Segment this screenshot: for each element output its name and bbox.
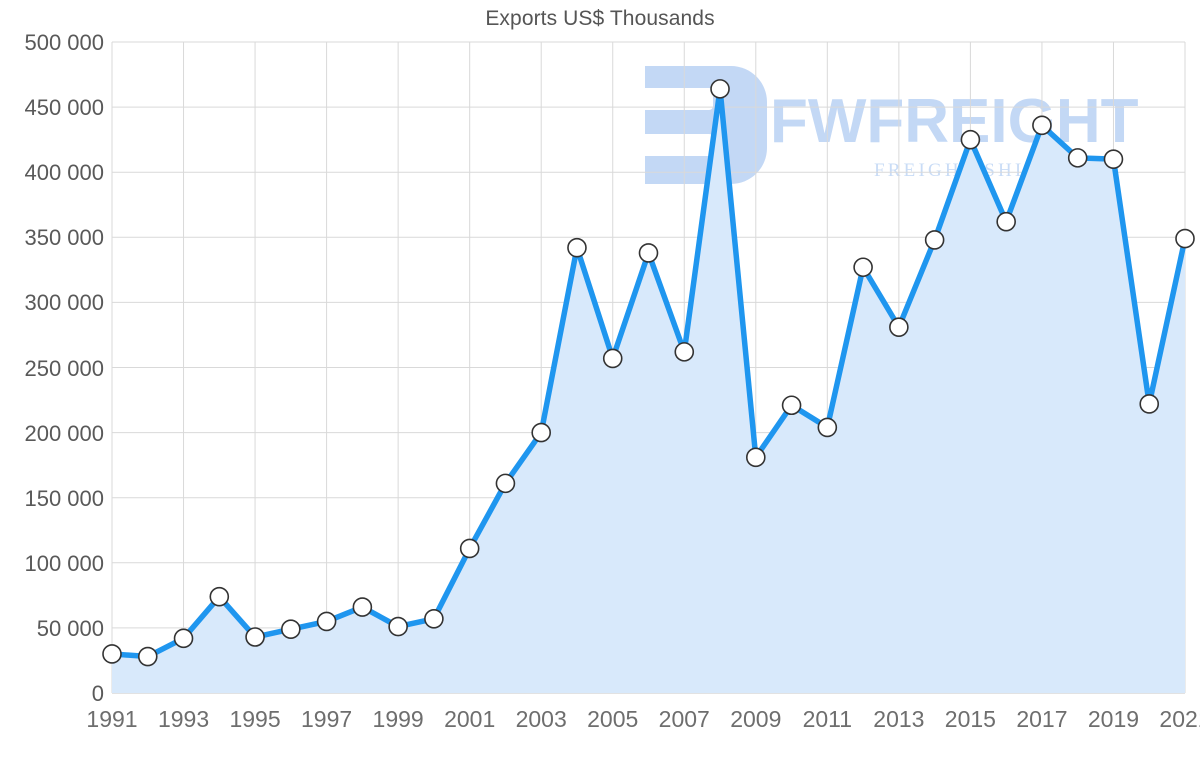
y-axis-tick-label: 400 000 [24, 160, 104, 186]
y-axis-tick-label: 300 000 [24, 290, 104, 316]
data-point-marker[interactable]: 2005: 257000 [602, 348, 623, 369]
data-point-marker[interactable]: 2010: 221000 [781, 395, 802, 416]
x-axis-tick-label: 1991 [86, 706, 138, 732]
area-fill [112, 88, 1185, 694]
y-axis-tick-label: 500 000 [24, 30, 104, 55]
y-axis-tick-label: 100 000 [24, 550, 104, 576]
data-point-marker[interactable]: 2011: 204000 [817, 417, 838, 438]
y-axis-tick-label: 0 [91, 681, 104, 706]
x-axis-tick-label: 2015 [944, 706, 996, 732]
x-axis-tick-label: 2011 [802, 706, 853, 732]
x-axis-tick-label: 2007 [658, 706, 710, 732]
chart-title: Exports US$ Thousands [485, 7, 715, 30]
data-point-marker[interactable]: 1997: 55000 [316, 611, 337, 632]
y-axis-tick-label: 150 000 [24, 485, 104, 511]
y-axis-ticks: 0 50 000 100 000 150 000 200 000 250 000 300 0… [0, 0, 104, 763]
data-point-marker[interactable]: 2017: 436000 [1032, 115, 1052, 136]
data-point-marker[interactable]: 1992: 28000 [137, 646, 158, 667]
x-axis-tick-label: 2013 [873, 706, 925, 732]
data-point-marker[interactable]: 2018: 411000 [1067, 148, 1088, 168]
data-point-marker[interactable]: 2020: 222000 [1139, 394, 1160, 414]
x-axis-tick-label: 2001 [444, 706, 496, 732]
y-axis-tick-label: 450 000 [24, 95, 104, 121]
data-point-marker[interactable]: 1999: 51000 [388, 616, 408, 637]
y-axis-tick-label: 200 000 [24, 420, 104, 446]
y-axis-tick-label: 50 000 [36, 615, 104, 641]
data-point-marker[interactable]: 2012: 327000 [853, 257, 873, 278]
data-point-marker[interactable]: 2019: 410000 [1103, 149, 1124, 169]
data-point-marker[interactable]: 2009: 181000 [745, 447, 766, 468]
data-point-marker[interactable]: 1996: 49000 [281, 619, 301, 640]
data-point-marker[interactable]: 1993: 42000 [173, 628, 194, 649]
data-point-marker[interactable]: 1998: 66000 [352, 597, 373, 617]
x-axis-tick-label: 1997 [301, 706, 353, 732]
data-point-marker[interactable]: 2006: 338000 [638, 243, 659, 263]
data-point-marker[interactable]: 2013: 281000 [889, 317, 909, 337]
x-axis-tick-label: 1995 [229, 706, 281, 732]
x-axis-tick-label: 2009 [730, 706, 782, 732]
data-point-marker[interactable]: 2007: 262000 [674, 342, 695, 362]
data-point-marker[interactable]: 2014: 348000 [924, 230, 945, 250]
data-point-marker[interactable]: 2008: 464000 [710, 79, 730, 99]
data-point-marker[interactable]: 2016: 362000 [996, 211, 1016, 232]
x-axis-tick-label: 2005 [587, 706, 639, 732]
data-point-marker[interactable]: 2021: 349000 [1175, 228, 1195, 249]
x-axis-tick-label: 1999 [372, 706, 424, 732]
data-point-marker[interactable]: 1995: 43000 [245, 627, 265, 647]
y-axis-tick-label: 350 000 [24, 225, 104, 251]
data-point-marker[interactable]: 2002: 161000 [495, 473, 516, 494]
x-axis-tick-label: 2019 [1087, 706, 1140, 732]
data-point-marker[interactable]: 2001: 111000 [459, 538, 480, 559]
data-point-marker[interactable]: 1994: 74000 [209, 586, 230, 607]
x-axis-tick-label: 2021 [1159, 706, 1200, 732]
x-axis-tick-label: 2003 [515, 706, 567, 732]
data-point-marker[interactable]: 2004: 342000 [567, 237, 587, 258]
data-point-marker[interactable]: 2015: 425000 [960, 129, 981, 150]
x-axis-tick-label: 2017 [1016, 706, 1068, 732]
y-axis-tick-label: 250 000 [24, 355, 104, 381]
x-axis-tick-label: 1993 [157, 706, 210, 732]
